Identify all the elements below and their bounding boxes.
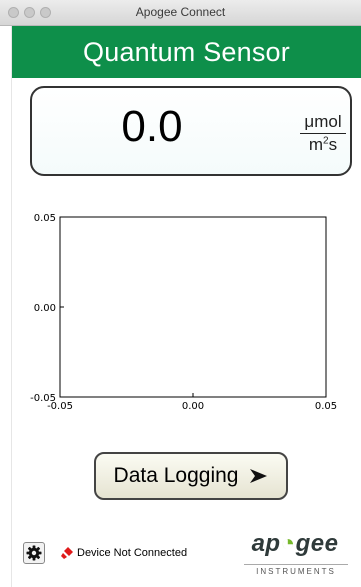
apogee-logo: ap◔gee INSTRUMENTS <box>236 530 354 578</box>
settings-button[interactable] <box>23 542 45 564</box>
y-tick-label: -0.05 <box>30 393 56 404</box>
data-logging-label: Data Logging <box>113 464 239 487</box>
gear-icon <box>26 545 42 561</box>
data-logging-button[interactable]: Data Logging <box>94 452 288 500</box>
logo-brand: ap◔gee <box>251 530 339 557</box>
reading-panel: 0.0 μmol m2s <box>30 86 352 176</box>
window-zoom-button[interactable] <box>40 7 51 18</box>
plot-area <box>59 216 327 398</box>
window-titlebar: Apogee Connect <box>0 0 361 26</box>
sensor-chart: -0.05 0.00 0.05 0.05 0.00 -0.05 <box>30 213 337 412</box>
unit-numerator: μmol <box>300 112 346 134</box>
x-tick-label: 0.05 <box>315 401 337 412</box>
sensor-header: Quantum Sensor <box>12 26 361 78</box>
unit-denominator: m2s <box>308 135 338 154</box>
disconnected-plug-icon <box>61 547 73 559</box>
x-tick-label: -0.05 <box>47 401 73 412</box>
logo-subtitle: INSTRUMENTS <box>244 564 348 576</box>
window-title: Apogee Connect <box>135 5 226 19</box>
x-tick-label: 0.00 <box>182 401 204 412</box>
window-close-button[interactable] <box>8 7 19 18</box>
reading-value: 0.0 <box>121 102 183 151</box>
connection-status-text: Device Not Connected <box>77 547 188 559</box>
window-left-edge <box>0 26 12 587</box>
y-tick-label: 0.05 <box>34 213 56 224</box>
window-minimize-button[interactable] <box>24 7 35 18</box>
y-tick-label: 0.00 <box>34 303 56 314</box>
arrow-right-icon <box>250 469 268 483</box>
connection-status: Device Not Connected <box>60 546 187 560</box>
reading-unit: μmol m2s <box>300 112 346 155</box>
